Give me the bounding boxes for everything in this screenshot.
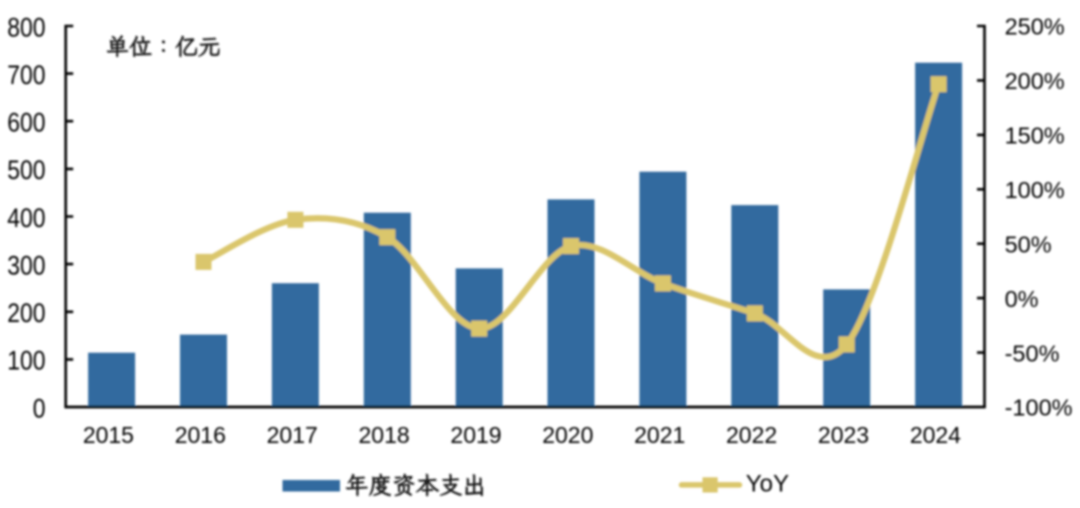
svg-text:500: 500 — [7, 155, 45, 185]
svg-text:2023: 2023 — [818, 422, 869, 448]
svg-text:200%: 200% — [1005, 68, 1065, 94]
svg-text:600: 600 — [7, 108, 45, 138]
svg-text:2022: 2022 — [726, 422, 777, 448]
svg-text:300: 300 — [7, 251, 45, 281]
svg-text:100%: 100% — [1005, 177, 1065, 203]
svg-text:2017: 2017 — [267, 422, 318, 448]
svg-text:2015: 2015 — [83, 422, 134, 448]
svg-text:2019: 2019 — [450, 422, 501, 448]
svg-text:200: 200 — [7, 298, 45, 328]
svg-text:-50%: -50% — [1005, 340, 1060, 366]
svg-text:700: 700 — [7, 60, 45, 90]
svg-text:50%: 50% — [1005, 231, 1052, 257]
svg-text:2018: 2018 — [359, 422, 410, 448]
svg-text:2021: 2021 — [634, 422, 685, 448]
svg-text:2020: 2020 — [542, 422, 593, 448]
svg-text:800: 800 — [7, 13, 45, 43]
svg-text:0: 0 — [33, 394, 46, 424]
svg-text:2024: 2024 — [910, 422, 961, 448]
svg-text:-100%: -100% — [1005, 395, 1073, 421]
svg-text:2016: 2016 — [175, 422, 226, 448]
svg-text:400: 400 — [7, 203, 45, 233]
svg-text:YoY: YoY — [746, 471, 789, 498]
svg-text:100: 100 — [7, 346, 45, 376]
svg-text:0%: 0% — [1005, 286, 1039, 312]
svg-text:150%: 150% — [1005, 123, 1065, 149]
svg-text:250%: 250% — [1005, 14, 1065, 40]
